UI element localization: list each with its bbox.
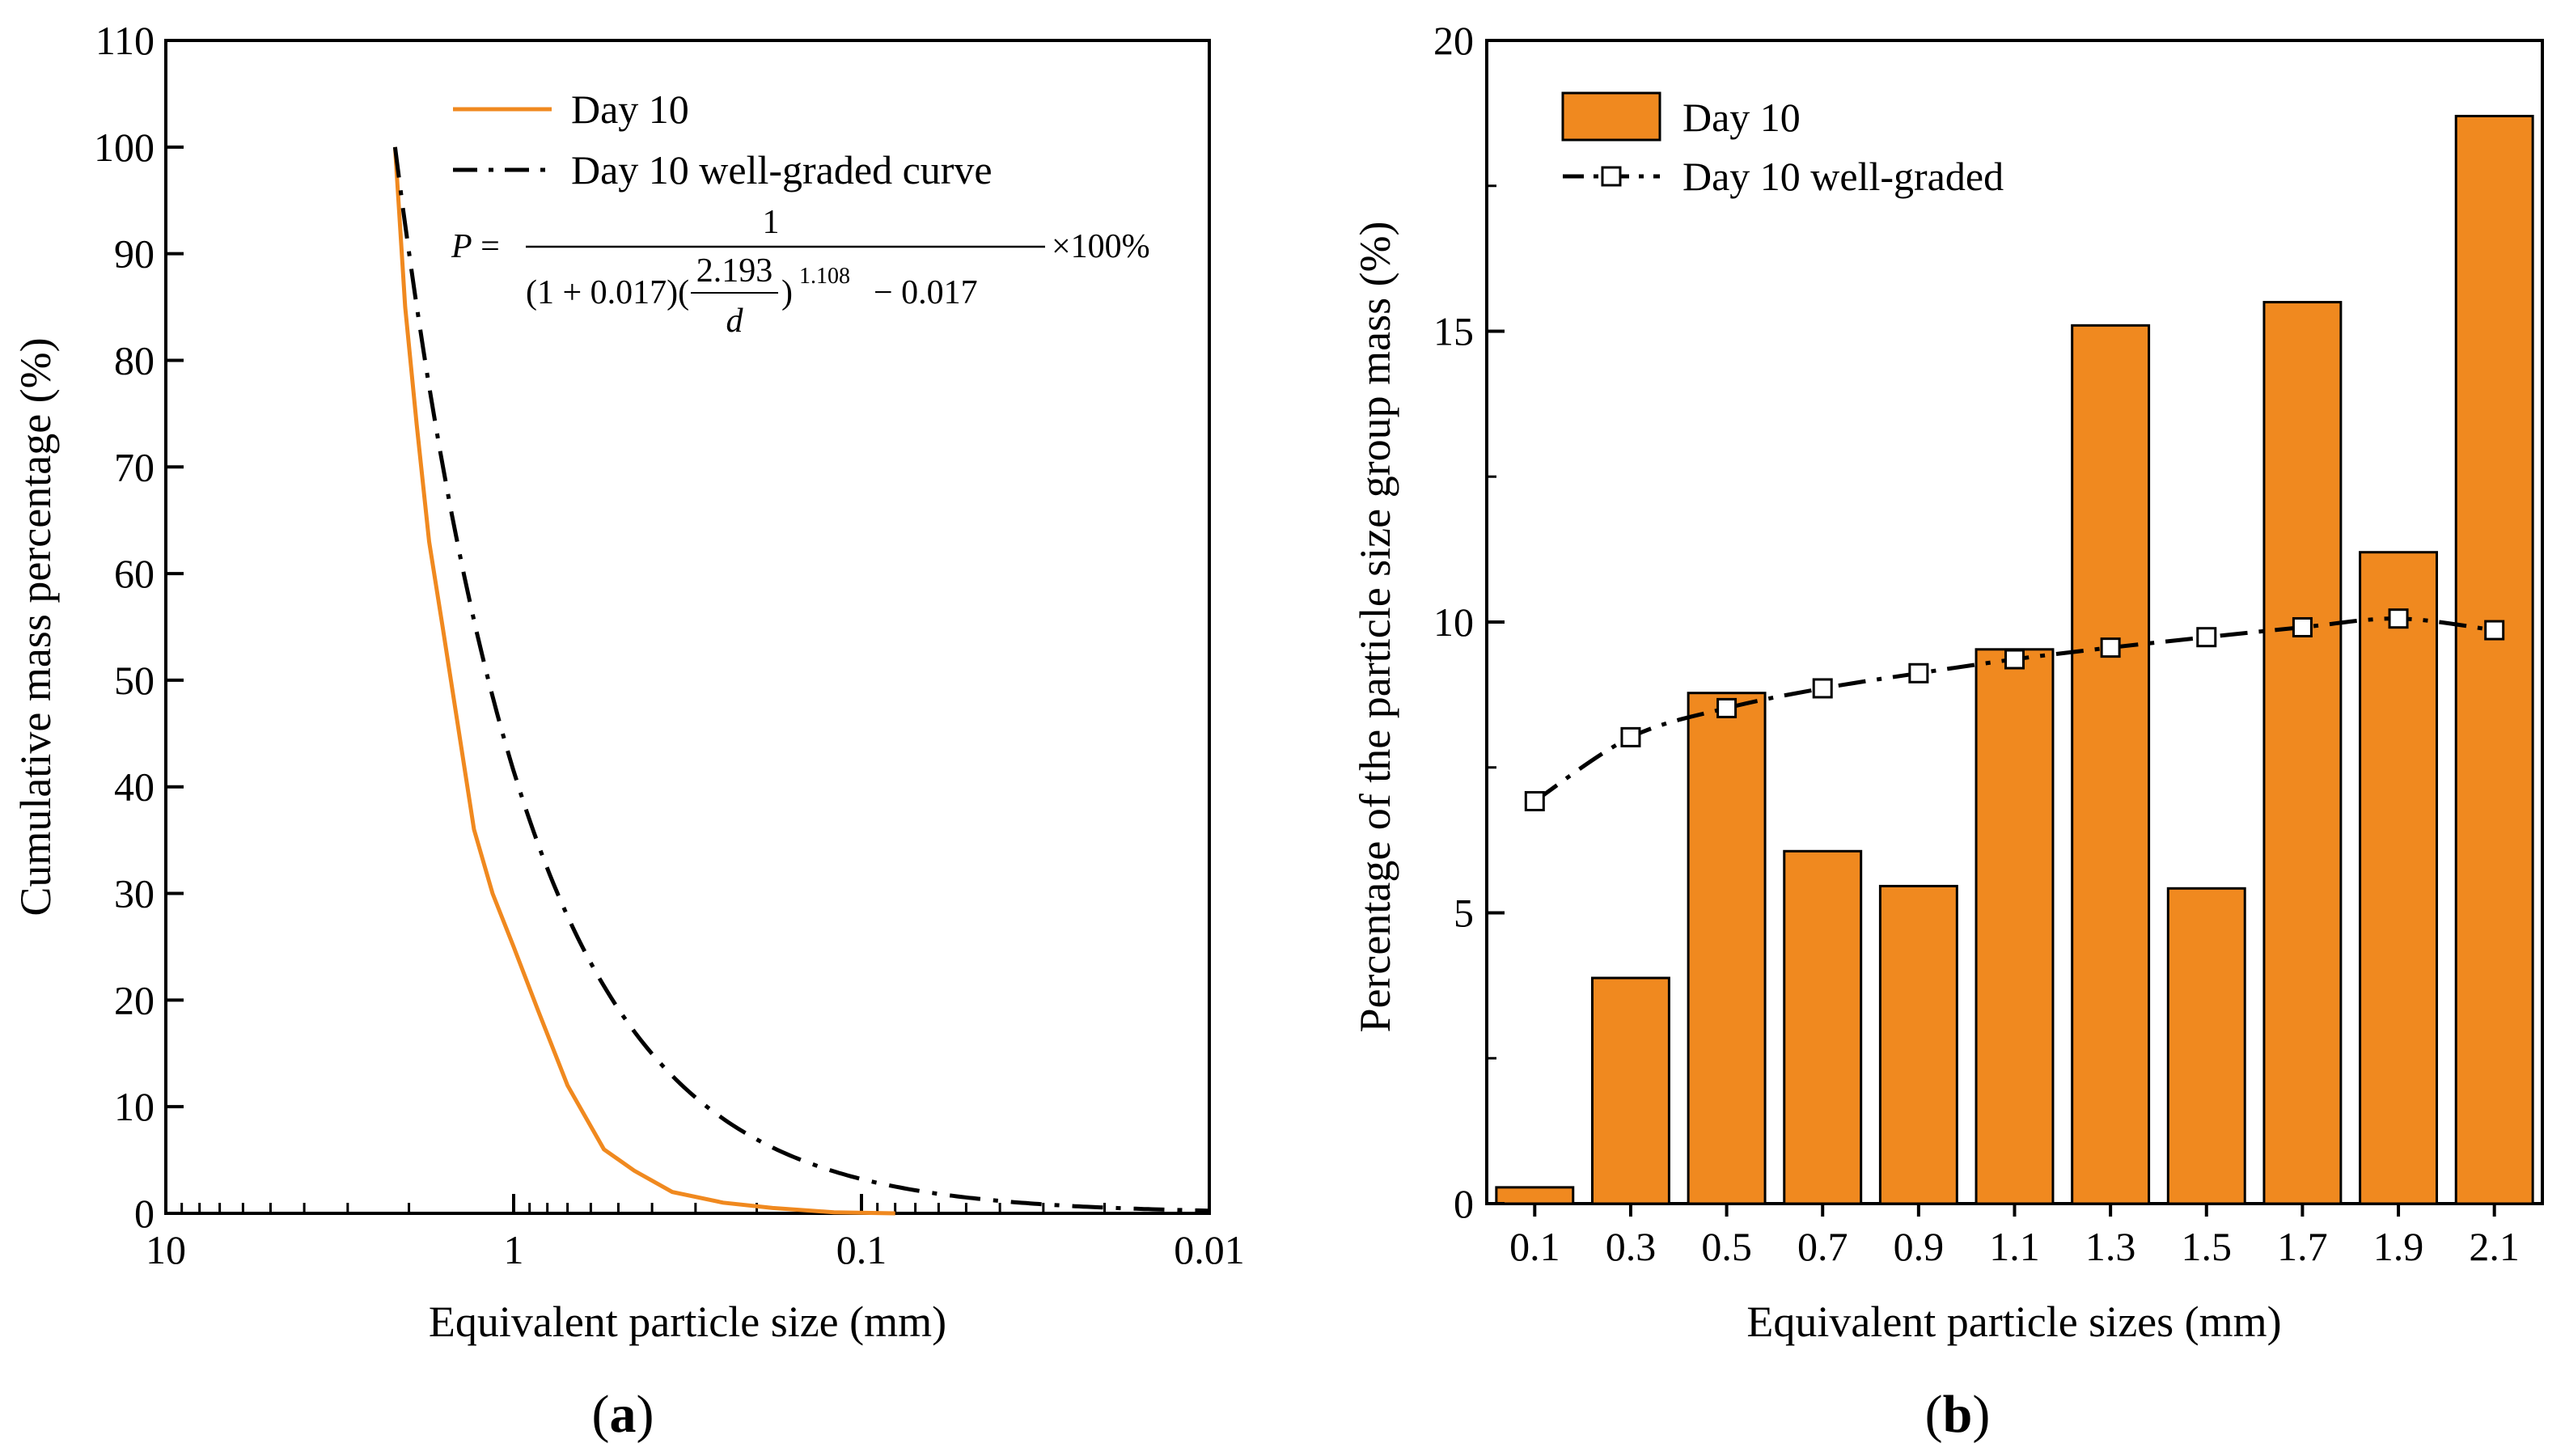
x-tick-label: 2.1	[2469, 1224, 2520, 1269]
y-tick-label: 10	[114, 1084, 154, 1129]
panel-b-legend: Day 10 Day 10 well-graded	[1561, 91, 2004, 199]
panel-b-chart: 0 5 10 15 20 0.1 0.3 0.5 0.7 0.9 1.1 1.3 1.5 1.7 1.9 2…	[1351, 18, 2544, 1444]
bar-day10	[1878, 884, 1958, 1205]
x-tick-label: 10	[146, 1227, 186, 1272]
formula-den-tail: − 0.017	[874, 274, 978, 311]
x-tick-label: 1.7	[2277, 1224, 2328, 1269]
formula-lhs: P =	[451, 228, 500, 265]
well-graded-marker	[1620, 726, 1641, 747]
y-tick-label: 20	[1433, 18, 1474, 63]
bar-day10	[1783, 849, 1863, 1205]
panel-a-label: (a)	[592, 1385, 654, 1444]
day10-cumulative-line	[392, 146, 895, 1216]
y-tick-label: 0	[134, 1191, 154, 1236]
x-tick-label: 1	[504, 1227, 524, 1272]
legend-swatch-well-graded-marker	[1601, 166, 1622, 187]
x-tick-label: 0.01	[1174, 1227, 1245, 1272]
y-tick-label: 15	[1433, 309, 1474, 354]
bar-day10	[1591, 976, 1670, 1205]
bar-day10	[2454, 114, 2534, 1205]
formula-suffix: ×100%	[1052, 228, 1150, 265]
well-graded-marker	[1812, 678, 1833, 699]
formula-exponent: 1.108	[799, 264, 850, 289]
panel-b-y-axis-title: Percentage of the particle size group ma…	[1351, 221, 1399, 1032]
y-tick-label: 5	[1454, 891, 1474, 936]
y-tick-label: 30	[114, 871, 154, 916]
panel-a-y-axis: 0 10 20 30 40 50 60 70 80 90 100 110	[94, 18, 184, 1236]
formula-den-right: )	[781, 274, 793, 311]
y-tick-label: 60	[114, 551, 154, 596]
well-graded-marker	[2100, 637, 2121, 658]
legend-label-well-graded: Day 10 well-graded	[1682, 154, 2004, 199]
panel-a-x-axis-title: Equivalent particle size (mm)	[429, 1297, 946, 1346]
x-tick-label: 1.3	[2085, 1224, 2136, 1269]
well-graded-marker	[2292, 616, 2313, 637]
well-graded-marker	[2004, 649, 2025, 670]
y-tick-label: 90	[114, 231, 154, 277]
bar-day10	[2359, 551, 2438, 1205]
legend-label-day10: Day 10	[571, 87, 689, 132]
y-tick-label: 70	[114, 444, 154, 489]
x-tick-label: 0.1	[836, 1227, 887, 1272]
panel-a-y-axis-title: Cumulative mass percentage (%)	[11, 337, 60, 916]
x-tick-label: 0.5	[1701, 1224, 1752, 1269]
panel-b-y-axis: 0 5 10 15 20	[1433, 18, 1505, 1226]
bar-day10	[2071, 324, 2151, 1205]
formula-numerator: 1	[763, 204, 780, 241]
well-graded-marker	[2196, 627, 2217, 648]
formula-inner-numerator: 2.193	[696, 252, 773, 290]
well-graded-marker	[1716, 697, 1738, 718]
well-graded-marker	[2388, 608, 2409, 629]
panel-b-label: (b)	[1925, 1385, 1991, 1444]
x-tick-label: 0.9	[1894, 1224, 1945, 1269]
bar-day10	[2166, 887, 2246, 1205]
y-tick-label: 20	[114, 977, 154, 1022]
legend-label-day10-bar: Day 10	[1682, 95, 1801, 140]
panel-a-series	[392, 146, 1210, 1216]
formula-inner-denominator: d	[726, 303, 744, 340]
y-tick-label: 0	[1454, 1181, 1474, 1226]
well-graded-formula: P = 1 (1 + 0.017)( 2.193 d ) 1.108 − 0.0…	[451, 204, 1150, 340]
y-tick-label: 10	[1433, 599, 1474, 645]
x-tick-label: 0.7	[1797, 1224, 1848, 1269]
well-graded-marker	[2484, 620, 2505, 641]
panel-a-legend: Day 10 Day 10 well-graded curve	[453, 87, 993, 193]
well-graded-marker	[1908, 662, 1929, 684]
well-graded-curve-line	[392, 146, 1210, 1213]
x-tick-label: 0.1	[1509, 1224, 1560, 1269]
well-graded-marker	[1524, 790, 1545, 811]
panel-b-bars	[1495, 114, 2534, 1205]
x-tick-label: 1.1	[1989, 1224, 2040, 1269]
formula-den-left: (1 + 0.017)(	[526, 274, 689, 311]
panel-a-x-axis: 10 1 0.1 0.01	[146, 1194, 1245, 1272]
y-tick-label: 110	[95, 18, 154, 63]
bar-day10	[1975, 648, 2055, 1205]
panel-b-x-axis: 0.1 0.3 0.5 0.7 0.9 1.1 1.3 1.5 1.7 1.9 2.1	[1509, 1204, 2520, 1269]
x-tick-label: 1.9	[2373, 1224, 2424, 1269]
y-tick-label: 50	[114, 658, 154, 703]
legend-label-well-graded-curve: Day 10 well-graded curve	[571, 147, 993, 193]
x-tick-label: 1.5	[2182, 1224, 2233, 1269]
panel-b-x-axis-title: Equivalent particle sizes (mm)	[1746, 1297, 2281, 1346]
bar-day10	[2262, 301, 2343, 1205]
formula-equals: =	[472, 228, 500, 265]
panel-b-well-graded-series	[1524, 608, 2505, 811]
bar-day10	[1495, 1186, 1575, 1205]
well-graded-markers	[1524, 608, 2505, 811]
y-tick-label: 40	[114, 764, 154, 810]
panel-a-plot-frame	[164, 39, 1211, 1215]
x-tick-label: 0.3	[1606, 1224, 1657, 1269]
bar-day10	[1687, 692, 1767, 1205]
y-tick-label: 100	[94, 125, 154, 170]
legend-swatch-day10-bar	[1561, 91, 1661, 142]
y-tick-label: 80	[114, 337, 154, 383]
